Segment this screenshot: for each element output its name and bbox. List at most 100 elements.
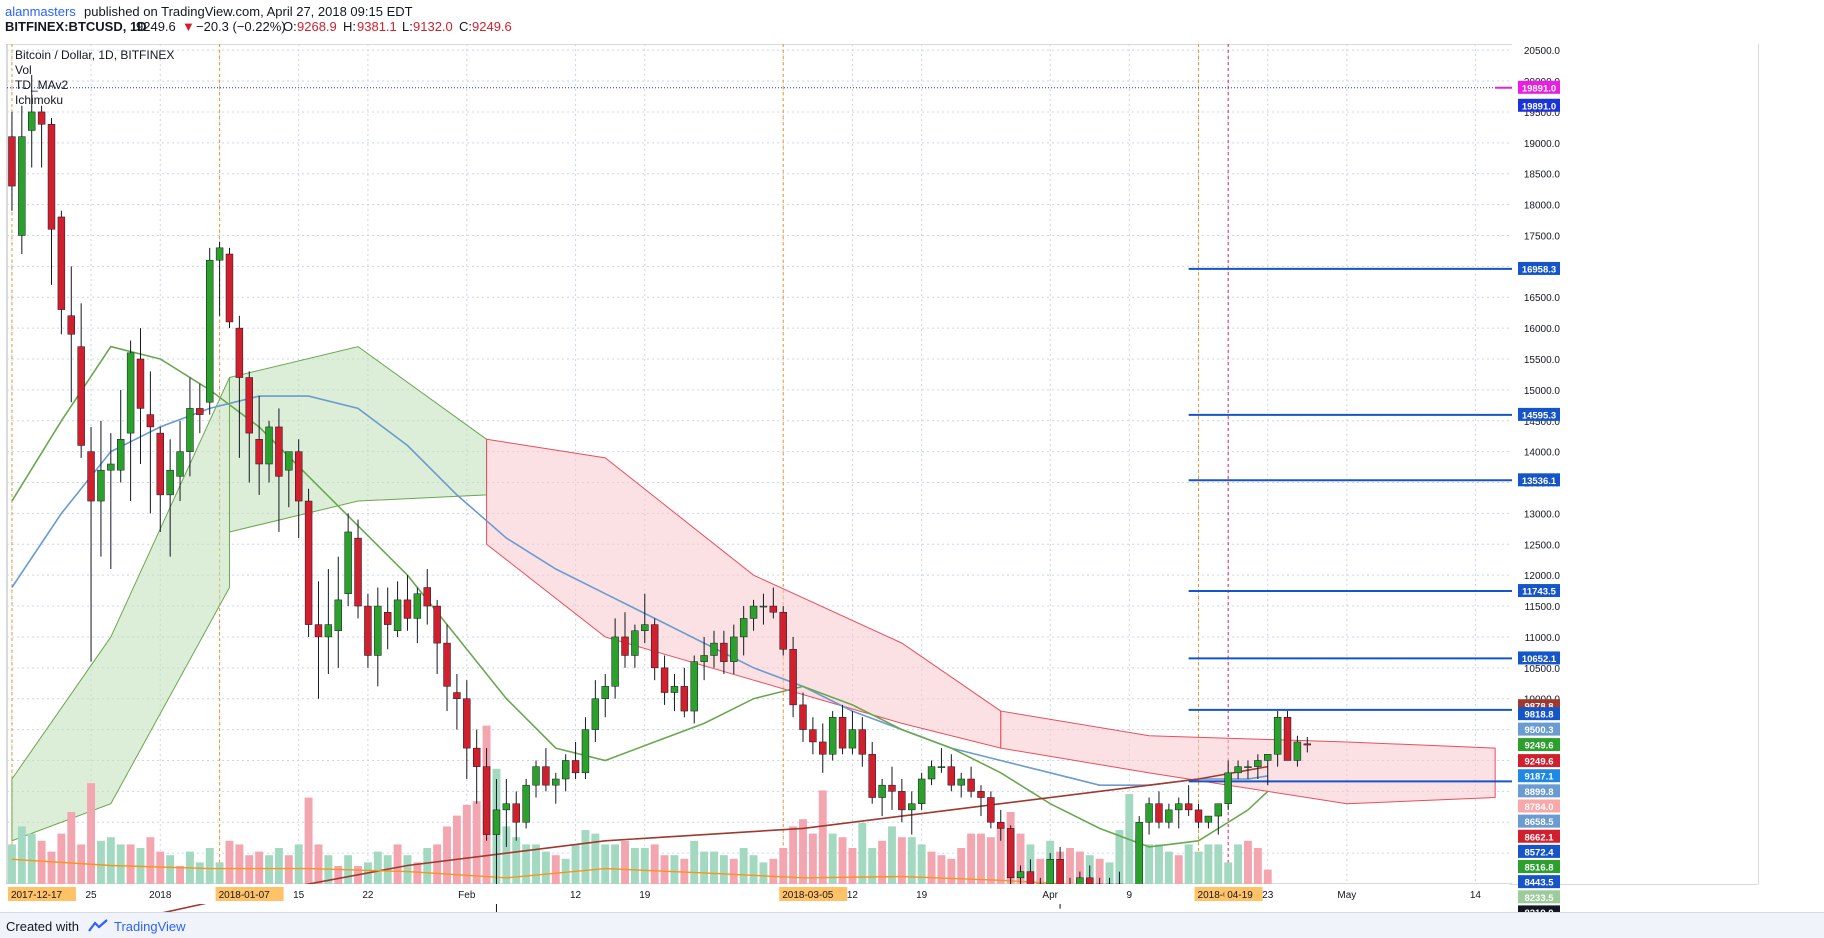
candle <box>650 618 659 681</box>
volume-bar <box>1145 844 1154 884</box>
down-arrow-icon: ▼ <box>182 19 195 34</box>
volume-bar <box>591 833 600 884</box>
candle-body <box>769 605 778 613</box>
candle <box>898 779 906 823</box>
volume-bar <box>1036 858 1045 884</box>
candle-body <box>660 667 669 693</box>
x-tick-label: 19 <box>916 890 928 901</box>
candle-body <box>1204 815 1213 823</box>
x-tick-highlight <box>779 887 848 901</box>
tradingview-brand-link[interactable]: TradingView <box>114 919 186 934</box>
close-value: 9249.6 <box>472 19 512 34</box>
candle <box>927 760 936 786</box>
volume-bar <box>878 840 887 884</box>
volume-bar <box>106 837 115 884</box>
price-tag: 8219.0 <box>1518 905 1560 912</box>
candle <box>314 581 323 699</box>
volume-bar <box>294 844 303 884</box>
author-link[interactable]: alanmasters <box>5 4 76 19</box>
candle-body <box>67 315 75 335</box>
volume-bar <box>502 826 511 884</box>
volume-bar <box>937 855 946 884</box>
candle <box>987 791 995 829</box>
price-tag: 9249.6 <box>1518 738 1560 752</box>
y-tick-label: 13000.0 <box>1524 509 1561 520</box>
price-tag-bg <box>1518 784 1560 798</box>
x-tick-label: 19 <box>639 890 651 901</box>
volume-bar <box>986 837 995 884</box>
candle <box>1273 711 1282 767</box>
volume-bar <box>888 826 896 884</box>
candle <box>937 748 946 773</box>
volume-bar <box>1164 851 1173 884</box>
symbol-label: BITFINEX:BTCUSD, 1D <box>5 19 147 34</box>
volume-bar <box>838 837 847 884</box>
price-tag-text: 8233.5 <box>1524 893 1554 904</box>
volume-bar <box>581 830 590 884</box>
price-tag-bg <box>1518 769 1560 783</box>
candle <box>97 420 105 557</box>
price-tag-text: 8899.8 <box>1524 787 1553 798</box>
candle-body <box>1175 803 1183 811</box>
legend-ichimoku[interactable]: Ichimoku <box>15 93 63 107</box>
volume-bar <box>96 840 105 884</box>
legend-vol[interactable]: Vol <box>15 63 32 77</box>
price-tag-bg <box>1518 707 1560 721</box>
candle <box>502 779 511 847</box>
x-tick-label: 15 <box>293 890 305 901</box>
volume-bar <box>749 855 758 884</box>
candle <box>433 599 441 674</box>
candle-body <box>413 593 422 619</box>
candle <box>660 655 669 705</box>
volume-bar <box>7 844 16 884</box>
volume-bar <box>512 837 521 884</box>
candle <box>1303 737 1312 753</box>
candle-body <box>443 642 451 687</box>
volume-bar <box>561 858 570 884</box>
candle <box>126 340 135 502</box>
price-tag-bg <box>1518 407 1560 421</box>
volume-bar <box>433 844 442 884</box>
candle <box>492 779 501 912</box>
candle <box>1264 754 1272 786</box>
candle <box>1254 754 1262 779</box>
volume-bar <box>808 833 817 884</box>
candle <box>156 426 164 532</box>
candle-body <box>591 698 600 730</box>
price-tag-text: 11743.5 <box>1522 587 1557 598</box>
price-tag-bg <box>1518 754 1560 768</box>
candle-body <box>215 247 224 261</box>
volume-bar <box>927 851 936 884</box>
volume-bar <box>967 833 976 884</box>
price-tag-bg <box>1518 584 1560 598</box>
price-tag: 8572.4 <box>1518 844 1560 858</box>
candle <box>443 624 451 712</box>
open-value: 9268.9 <box>297 19 337 34</box>
x-tick-label: 22 <box>362 890 374 901</box>
candle <box>354 519 362 619</box>
candle <box>344 513 352 607</box>
volume-bar <box>868 848 877 884</box>
volume-bar <box>759 862 768 884</box>
volume-bar <box>1184 844 1193 884</box>
candle <box>47 118 56 285</box>
volume-bar <box>541 851 550 884</box>
candle <box>1214 803 1223 835</box>
legend-td[interactable]: TD_MAv2 <box>15 78 68 92</box>
candle-body <box>1264 754 1272 761</box>
price-tag: 9818.8 <box>1518 707 1560 721</box>
x-tick-label: 2018-03-05 <box>782 890 834 901</box>
price-tag-bg <box>1518 829 1560 843</box>
candle <box>561 754 570 792</box>
candle <box>1165 803 1173 829</box>
x-tick-label: 2017-12-17 <box>11 890 63 901</box>
candle-body <box>265 426 273 465</box>
candle-body <box>186 408 194 452</box>
candle-body <box>670 686 679 693</box>
price-tag: 11743.5 <box>1518 584 1560 598</box>
x-tick-label: 12 <box>570 890 582 901</box>
price-chart[interactable]: 20500.020000.019500.019000.018500.018000… <box>0 44 1824 912</box>
candle <box>383 587 392 650</box>
candle <box>196 383 204 434</box>
candle-body <box>1234 766 1242 774</box>
